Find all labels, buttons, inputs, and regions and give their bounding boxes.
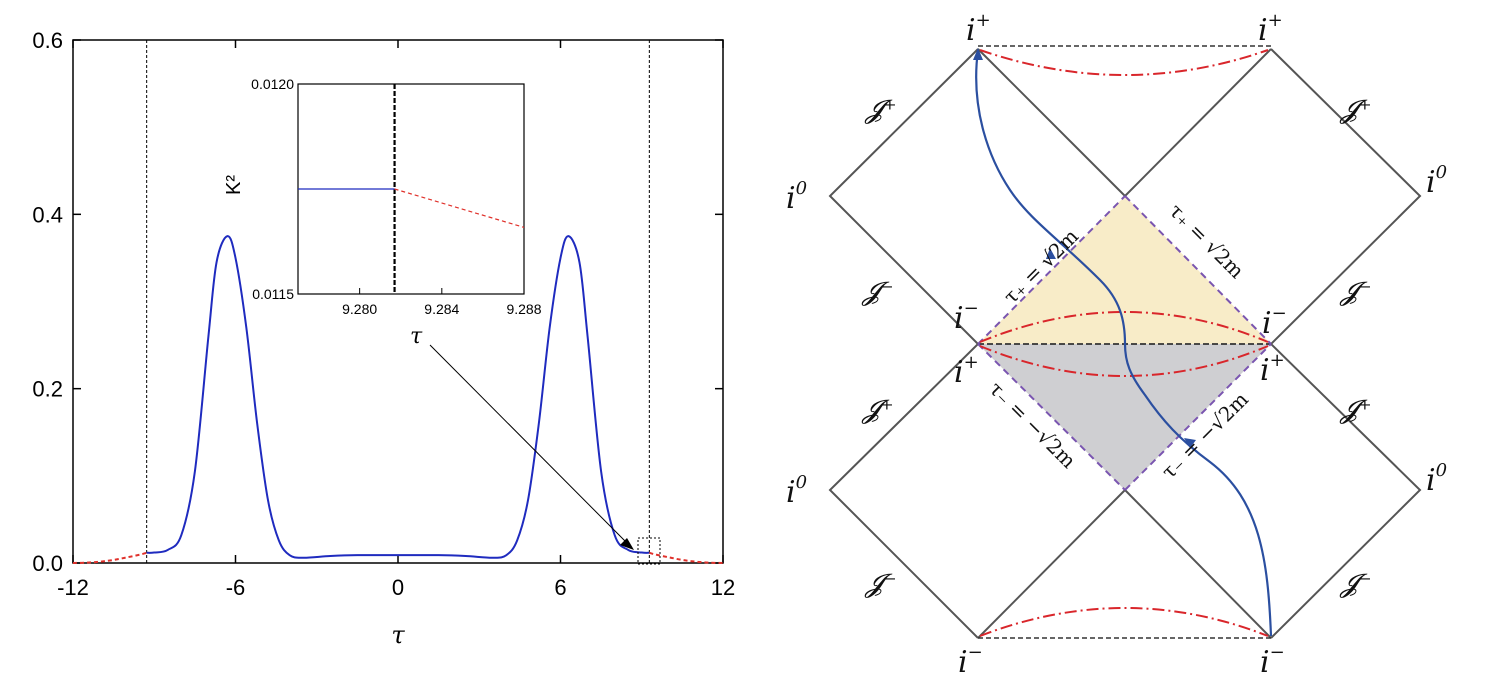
horizon-curve-top bbox=[979, 49, 1269, 76]
trajectory-arrow-upper bbox=[1046, 248, 1056, 259]
upper-interior-region bbox=[978, 196, 1271, 344]
annotation-label: τ bbox=[410, 324, 423, 349]
scri-plus-upper-right: 𝓙⁺ bbox=[1339, 95, 1372, 125]
scri-plus-lower-left: 𝓙⁺ bbox=[861, 395, 894, 425]
annotation-arrow bbox=[429, 344, 629, 545]
i-plus-top-left: i+ bbox=[966, 10, 991, 48]
boundary-tau-plus-left bbox=[977, 195, 1126, 345]
i-plus-mid-left: i+ bbox=[954, 352, 979, 390]
scri-minus-upper-right: 𝓙⁻ bbox=[1339, 277, 1372, 307]
i-zero-upper-left: i0 bbox=[786, 178, 807, 216]
inset-y-tick-label: 0.0120 bbox=[251, 76, 294, 92]
i-zero-lower-right: i0 bbox=[1426, 460, 1447, 498]
boundary-tau-plus-right bbox=[1124, 195, 1272, 345]
y-tick-label: 0.0 bbox=[32, 551, 63, 576]
scri-minus-lower-left: 𝓙⁻ bbox=[864, 569, 897, 599]
inset-chart: 9.280 9.284 9.288 0.0115 0.0120 K² bbox=[223, 76, 542, 317]
scri-minus-lower-right: 𝓙⁻ bbox=[1339, 569, 1372, 599]
solid-series-line bbox=[146, 235, 650, 559]
interior-boundaries bbox=[977, 195, 1272, 491]
right-boundary bbox=[1269, 48, 1422, 639]
i-plus-top-right: i+ bbox=[1258, 10, 1283, 48]
k-squared-chart: -12 -6 0 6 12 0.00.20.40.6 τ τ 9.280 9.284 9.2… bbox=[32, 28, 735, 649]
x-tick-label: 0 bbox=[392, 575, 404, 600]
trajectory-arrow-mid bbox=[1184, 438, 1196, 448]
trajectory-arrow-top bbox=[973, 48, 983, 60]
i-minus-mid-right: i− bbox=[1262, 303, 1287, 341]
inset-y-tick-label: 0.0115 bbox=[252, 286, 294, 302]
lower-interior-region bbox=[978, 344, 1271, 490]
x-tick-label: 6 bbox=[554, 575, 566, 600]
scri-minus-upper-left: 𝓙⁻ bbox=[861, 277, 894, 307]
inset-x-tick-label: 9.288 bbox=[506, 301, 541, 317]
inset-x-tick-label: 9.280 bbox=[342, 301, 377, 317]
lower-left-diagonal bbox=[977, 489, 1126, 639]
boundary-tau-minus-right bbox=[1124, 343, 1272, 491]
lower-right-diagonal bbox=[1124, 489, 1272, 639]
series-layer bbox=[72, 235, 724, 564]
horizon-curve-lower-middle bbox=[979, 345, 1269, 377]
boundary-tau-minus-left bbox=[977, 343, 1126, 491]
dashed-series-line bbox=[72, 551, 147, 564]
x-axis-label: τ bbox=[391, 621, 405, 649]
penrose-diagram: i+ i+ i0 i0 i− i− i+ i+ i0 i0 i− i− 𝓙⁺ 𝓙… bbox=[786, 10, 1447, 675]
horizon-curve-bottom bbox=[979, 607, 1269, 637]
i-zero-upper-right: i0 bbox=[1426, 162, 1447, 200]
horizon-curve-upper-middle bbox=[979, 311, 1269, 343]
y-tick-label: 0.6 bbox=[32, 28, 63, 53]
inset-dashed-line bbox=[394, 188, 525, 228]
i-minus-bottom-right: i− bbox=[1260, 642, 1285, 675]
left-boundary bbox=[828, 48, 980, 639]
x-tick-label: -12 bbox=[57, 575, 89, 600]
horizon-curves bbox=[979, 49, 1269, 637]
i-zero-lower-left: i0 bbox=[786, 472, 807, 510]
inset-x-tick-label: 9.284 bbox=[424, 301, 459, 317]
vertical-markers bbox=[146, 40, 650, 563]
y-tick-label: 0.2 bbox=[32, 377, 63, 402]
i-minus-mid-left: i− bbox=[954, 298, 979, 336]
inset-series bbox=[298, 84, 525, 294]
null-infinity-labels: 𝓙⁺ 𝓙⁺ 𝓙⁻ 𝓙⁻ 𝓙⁺ 𝓙⁺ 𝓙⁻ 𝓙⁻ bbox=[861, 95, 1372, 599]
y-tick-label: 0.4 bbox=[32, 202, 63, 227]
i-minus-bottom-left: i− bbox=[958, 642, 983, 675]
upper-right-diagonal bbox=[1124, 48, 1272, 197]
scri-plus-upper-left: 𝓙⁺ bbox=[864, 95, 897, 125]
i-plus-mid-right: i+ bbox=[1260, 350, 1285, 388]
x-tick-label: -6 bbox=[226, 575, 246, 600]
y-axis: 0.0 0.2 0.4 0.6 bbox=[32, 28, 723, 576]
upper-left-diagonal bbox=[977, 48, 1126, 197]
inset-y-label: K² bbox=[223, 175, 245, 195]
x-tick-label: 12 bbox=[711, 575, 735, 600]
trajectory-curve bbox=[975, 49, 1273, 637]
scri-plus-lower-right: 𝓙⁺ bbox=[1339, 395, 1372, 425]
annotation-arrowhead bbox=[620, 538, 634, 550]
point-labels: i+ i+ i0 i0 i− i− i+ i+ i0 i0 i− i− bbox=[786, 10, 1447, 675]
x-axis: -12 -6 0 6 12 bbox=[57, 40, 735, 600]
inset-axes: 9.280 9.284 9.288 0.0115 0.0120 bbox=[251, 76, 542, 317]
